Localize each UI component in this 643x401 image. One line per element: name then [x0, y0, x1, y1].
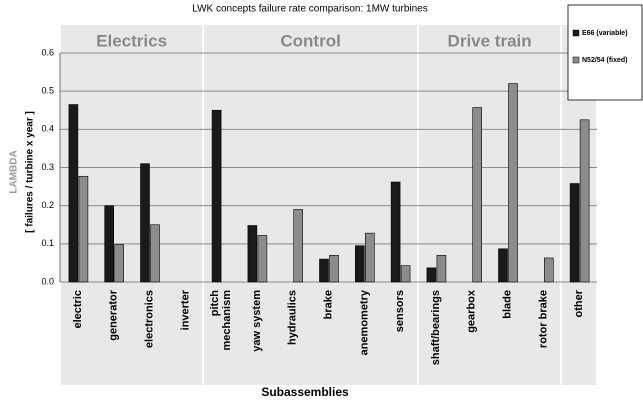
bar — [293, 209, 304, 283]
y-tick-label: 0.0 — [41, 276, 54, 286]
bar — [257, 235, 268, 283]
x-tick-label: anemometry — [358, 289, 370, 355]
y-axis-label: LAMBDA — [9, 150, 20, 193]
bar — [426, 267, 437, 283]
x-tick-label: other — [573, 289, 585, 317]
legend-label: E66 (variable) — [582, 30, 628, 37]
bar — [329, 254, 339, 283]
bar — [508, 83, 518, 283]
bar — [436, 254, 447, 283]
legend-swatch — [572, 29, 580, 37]
x-tick-label: yaw system — [251, 290, 263, 352]
bar — [114, 244, 124, 283]
bar — [354, 245, 365, 283]
legend-box — [567, 4, 643, 101]
bar — [150, 224, 160, 283]
y-tick-label: 0.3 — [41, 162, 54, 172]
x-tick-label: rotor brake — [537, 290, 549, 348]
x-tick-label: shaft/bearings — [430, 290, 442, 365]
group-band — [419, 25, 561, 385]
bar — [569, 183, 580, 283]
bar — [140, 163, 150, 283]
bar — [211, 109, 222, 283]
group-band — [204, 25, 417, 385]
x-tick-label: brake — [322, 290, 334, 319]
y-tick-label: 0.6 — [41, 47, 54, 57]
bar — [78, 175, 89, 283]
bar — [104, 205, 114, 283]
bar — [472, 107, 483, 283]
bar — [390, 181, 401, 283]
y-tick-label: 0.2 — [41, 200, 54, 210]
x-tick-label: hydraulics — [287, 290, 299, 345]
y-axis-unit: [ failures / turbine x year ] — [25, 111, 36, 233]
y-tick-label: 0.1 — [41, 238, 54, 248]
x-tick-label: sensors — [394, 290, 406, 332]
y-tick-label: 0.5 — [41, 86, 54, 96]
group-label: Electrics — [96, 31, 167, 50]
y-tick-label: 0.4 — [41, 124, 54, 134]
bar — [319, 258, 329, 283]
x-tick-label: inverter — [179, 289, 191, 330]
bar — [68, 104, 79, 283]
bar — [543, 257, 554, 283]
x-tick-label: generator — [108, 289, 120, 340]
x-tick-label: electronics — [143, 290, 155, 348]
x-axis-label: Subassemblies — [261, 385, 349, 399]
bar — [247, 225, 258, 283]
bar — [579, 119, 590, 283]
group-label: Drive train — [448, 31, 532, 50]
x-tick-label: pitchmechanism — [209, 290, 233, 351]
chart-title: LWK concepts failure rate comparison: 1M… — [192, 4, 427, 15]
legend-label: N52/54 (fixed) — [582, 57, 628, 64]
bar — [400, 265, 411, 283]
bar — [364, 232, 375, 283]
x-tick-label: blade — [501, 290, 513, 319]
x-tick-label: electric — [72, 290, 84, 329]
bar — [498, 248, 508, 283]
x-tick-label: gearbox — [466, 289, 478, 333]
legend-swatch — [572, 56, 580, 64]
group-label: Control — [280, 31, 340, 50]
